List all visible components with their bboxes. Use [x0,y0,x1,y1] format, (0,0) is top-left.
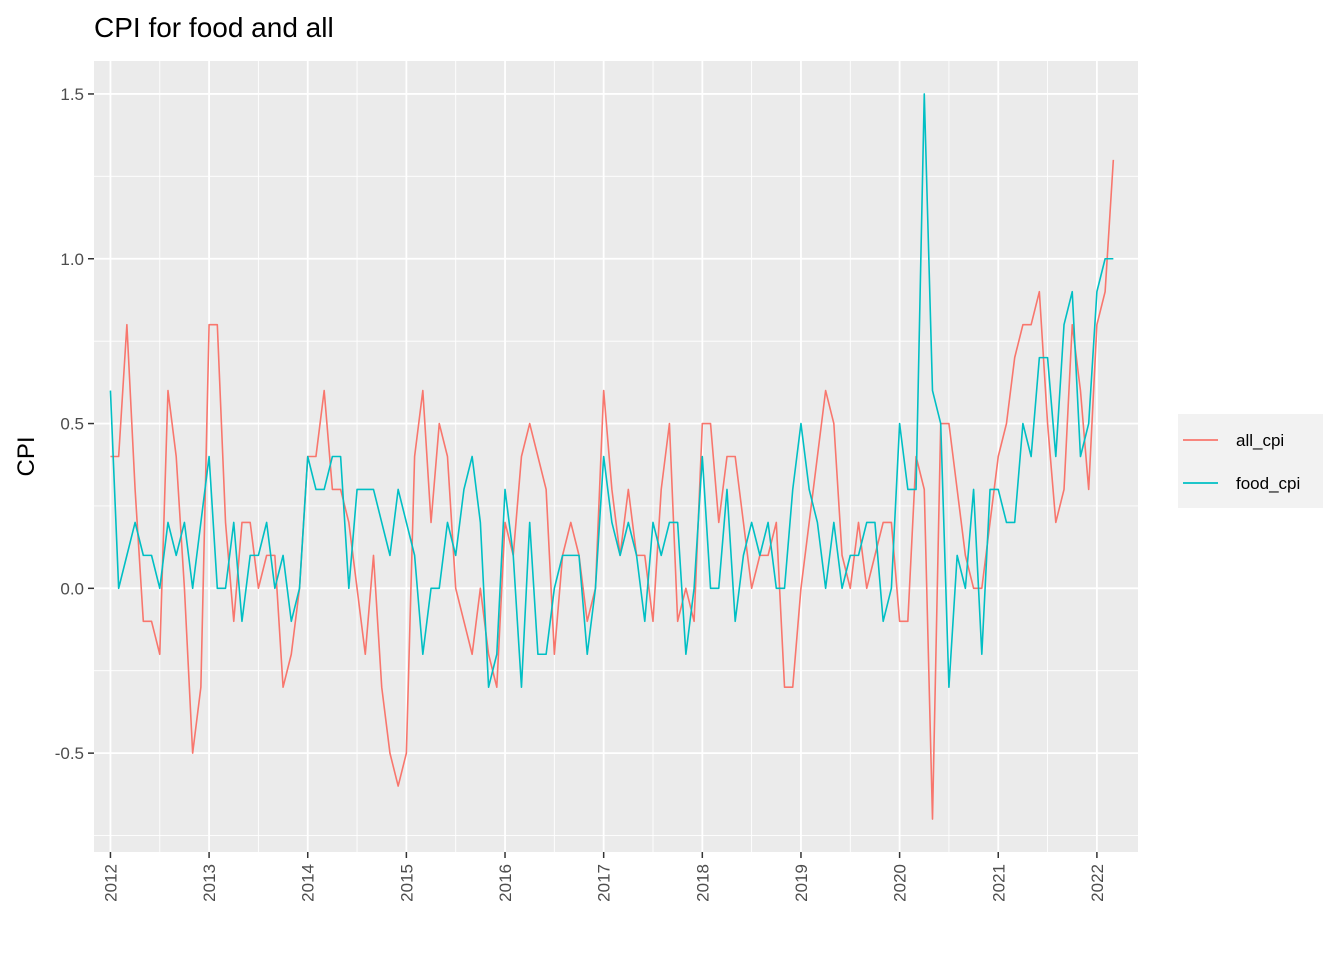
plot-panel [94,61,1138,852]
x-tick-label: 2015 [397,864,416,902]
series-line-all-cpi [110,159,1115,820]
x-tick-label: 2019 [792,864,811,902]
x-tick-label: 2018 [693,864,712,902]
x-tick-label: 2014 [299,864,318,902]
y-tick-label: 0.0 [60,579,84,598]
y-axis-title: CPI [13,436,40,476]
x-tick-label: 2017 [595,864,614,902]
x-tick-label: 2021 [989,864,1008,902]
major-gridlines [94,61,1138,852]
y-tick-label: 0.5 [60,415,84,434]
y-tick-label: 1.0 [60,250,84,269]
minor-gridlines [94,61,1138,852]
legend-label: all_cpi [1236,431,1284,450]
legend: all_cpi food_cpi [1178,414,1323,508]
x-tick-label: 2012 [101,864,120,902]
x-axis: 2012 2013 2014 2015 2016 2017 2018 2019 2020 2021… [101,852,1107,902]
x-tick-label: 2022 [1088,864,1107,902]
legend-background [1178,414,1323,508]
x-tick-label: 2013 [200,864,219,902]
x-tick-label: 2020 [891,864,910,902]
x-tick-label: 2016 [496,864,515,902]
y-tick-label: -0.5 [55,744,84,763]
series-lines [109,93,1115,820]
series-line-food-cpi [109,93,1114,689]
legend-label: food_cpi [1236,474,1300,493]
chart-title: CPI for food and all [94,12,334,43]
y-tick-label: 1.5 [60,85,84,104]
y-axis: -0.5 0.0 0.5 1.0 1.5 [55,85,94,763]
